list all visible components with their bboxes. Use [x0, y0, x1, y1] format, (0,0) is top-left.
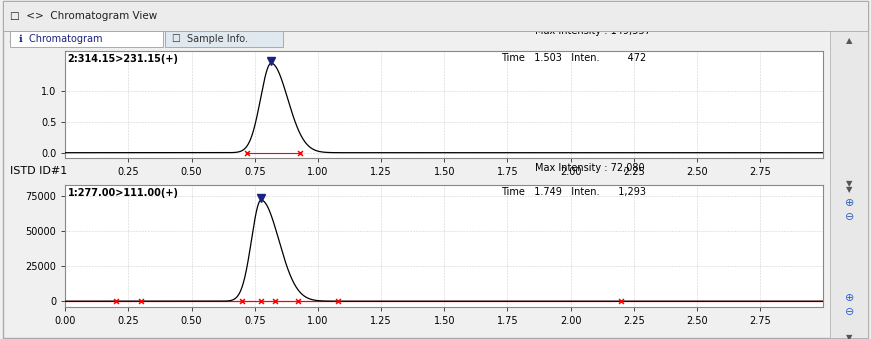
Bar [10, 31, 163, 47]
Text: ▼: ▼ [846, 333, 853, 339]
Text: ⊖: ⊖ [845, 307, 854, 317]
Text: Max Intensity : 72,080: Max Intensity : 72,080 [535, 163, 645, 173]
Text: ⊕: ⊕ [845, 293, 854, 303]
Text: ⊖: ⊖ [845, 212, 854, 222]
Text: ▼: ▼ [846, 179, 853, 187]
Text: ISTD ID#1: ISTD ID#1 [10, 166, 68, 176]
Bar [3, 1, 868, 31]
Text: ▲: ▲ [846, 36, 853, 45]
Text: ☐  Sample Info.: ☐ Sample Info. [172, 34, 248, 44]
Text: (x100,000): (x100,000) [9, 37, 62, 46]
Text: ℹ  Chromatogram: ℹ Chromatogram [19, 34, 103, 44]
Text: Time   1.749   Inten.      1,293: Time 1.749 Inten. 1,293 [501, 187, 646, 197]
Text: Time   1.503   Inten.         472: Time 1.503 Inten. 472 [501, 53, 646, 63]
Text: 2:314.15>231.15(+): 2:314.15>231.15(+) [68, 54, 179, 64]
Text: 1:277.00>111.00(+): 1:277.00>111.00(+) [68, 188, 179, 198]
Bar [830, 31, 868, 338]
Text: Max Intensity : 149,557: Max Intensity : 149,557 [535, 26, 651, 36]
Text: □  <>  Chromatogram View: □ <> Chromatogram View [10, 11, 158, 21]
Bar [165, 31, 283, 47]
Text: ⊕: ⊕ [845, 198, 854, 208]
Text: ▼: ▼ [846, 185, 853, 194]
